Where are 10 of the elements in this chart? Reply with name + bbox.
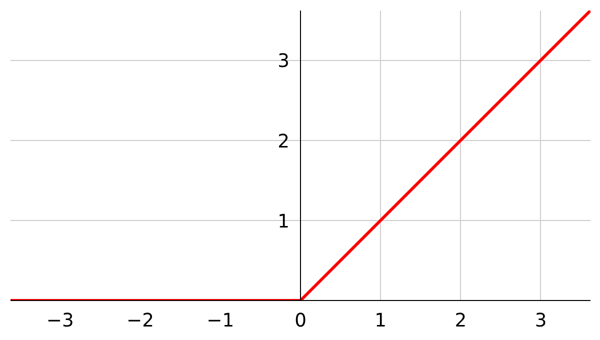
x-tick-label: −3 bbox=[46, 310, 74, 332]
x-tick-label: 2 bbox=[454, 310, 467, 332]
x-tick-label: −2 bbox=[126, 310, 154, 332]
x-tick-label: 1 bbox=[374, 310, 387, 332]
y-tick-label: 1 bbox=[278, 211, 290, 232]
y-tick-label: 2 bbox=[278, 131, 290, 152]
y-tick-label: 3 bbox=[278, 51, 290, 72]
x-tick-label: −1 bbox=[206, 310, 234, 332]
x-tick-label: 0 bbox=[294, 310, 306, 332]
x-tick-label: 3 bbox=[534, 310, 547, 332]
